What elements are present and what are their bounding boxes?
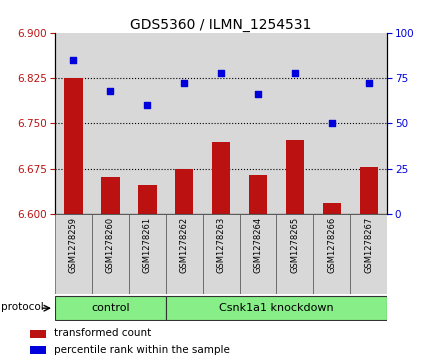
Bar bbox=[276, 214, 313, 294]
Point bbox=[70, 57, 77, 63]
Text: GSM1278261: GSM1278261 bbox=[143, 217, 152, 273]
Bar bbox=[92, 33, 129, 214]
Bar bbox=[313, 33, 350, 214]
Point bbox=[328, 121, 335, 126]
Bar bbox=[166, 297, 387, 320]
Point bbox=[254, 91, 261, 97]
Bar bbox=[212, 142, 230, 214]
Bar bbox=[350, 33, 387, 214]
Bar bbox=[286, 140, 304, 214]
Text: control: control bbox=[91, 303, 130, 313]
Text: GSM1278260: GSM1278260 bbox=[106, 217, 115, 273]
Bar bbox=[350, 214, 387, 294]
Text: GSM1278263: GSM1278263 bbox=[216, 217, 226, 273]
Bar bbox=[30, 330, 46, 338]
Text: GSM1278265: GSM1278265 bbox=[290, 217, 300, 273]
Bar bbox=[64, 78, 83, 214]
Text: Csnk1a1 knockdown: Csnk1a1 knockdown bbox=[219, 303, 334, 313]
Bar bbox=[276, 33, 313, 214]
Text: GSM1278264: GSM1278264 bbox=[253, 217, 263, 273]
Point bbox=[107, 88, 114, 94]
Text: protocol: protocol bbox=[1, 302, 44, 312]
Bar bbox=[55, 33, 92, 214]
Bar bbox=[203, 214, 239, 294]
Text: GSM1278267: GSM1278267 bbox=[364, 217, 373, 273]
Bar bbox=[313, 214, 350, 294]
Bar bbox=[30, 346, 46, 354]
Bar bbox=[249, 175, 267, 214]
Text: transformed count: transformed count bbox=[54, 328, 151, 338]
Text: GSM1278266: GSM1278266 bbox=[327, 217, 336, 273]
Bar bbox=[175, 169, 194, 214]
Bar bbox=[101, 177, 120, 214]
Point bbox=[291, 70, 298, 76]
Bar bbox=[55, 214, 92, 294]
Bar bbox=[129, 214, 166, 294]
Bar bbox=[55, 297, 166, 320]
Title: GDS5360 / ILMN_1254531: GDS5360 / ILMN_1254531 bbox=[130, 18, 312, 32]
Point bbox=[144, 102, 151, 108]
Bar bbox=[323, 203, 341, 214]
Bar bbox=[138, 185, 157, 214]
Point bbox=[365, 81, 372, 86]
Bar bbox=[203, 33, 239, 214]
Text: GSM1278262: GSM1278262 bbox=[180, 217, 189, 273]
Bar bbox=[166, 33, 203, 214]
Bar bbox=[166, 214, 203, 294]
Bar bbox=[359, 167, 378, 214]
Bar bbox=[92, 214, 129, 294]
Text: percentile rank within the sample: percentile rank within the sample bbox=[54, 344, 230, 355]
Bar bbox=[239, 33, 276, 214]
Bar bbox=[239, 214, 276, 294]
Point bbox=[218, 70, 225, 76]
Text: GSM1278259: GSM1278259 bbox=[69, 217, 78, 273]
Point bbox=[181, 81, 188, 86]
Bar bbox=[129, 33, 166, 214]
